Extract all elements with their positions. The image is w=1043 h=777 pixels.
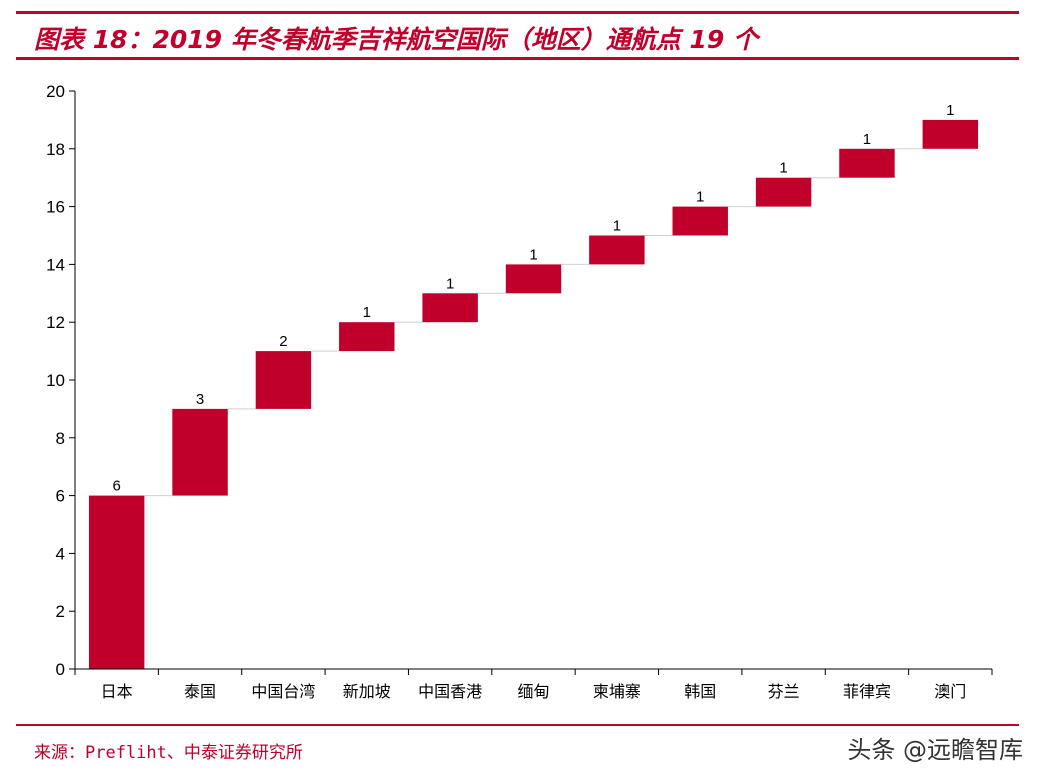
bar-9	[755, 177, 812, 207]
data-label: 1	[779, 160, 787, 177]
connector-lines	[144, 148, 923, 497]
x-tick-label: 新加坡	[343, 682, 391, 701]
bottom-rule	[16, 724, 1019, 726]
watermark: 头条 @远瞻智库	[847, 736, 1023, 764]
bar-10	[839, 148, 895, 178]
data-label: 2	[279, 333, 287, 350]
x-axis: 日本 泰国 中国台湾 新加坡 中国香港 缅甸 柬埔寨 韩国 芬兰 菲律宾 澳门	[74, 668, 993, 701]
data-label: 1	[696, 189, 704, 206]
bar-6	[505, 264, 562, 294]
x-tick-label: 韩国	[684, 682, 716, 701]
bars	[88, 119, 979, 669]
data-label: 1	[613, 218, 621, 235]
bar-1	[88, 495, 145, 669]
data-label: 1	[363, 304, 371, 321]
chart-title: 图表 18：2019 年冬春航季吉祥航空国际（地区）通航点 19 个	[34, 25, 758, 54]
x-tick-label: 中国香港	[418, 682, 482, 701]
x-tick-label: 芬兰	[768, 682, 800, 701]
x-tick-label: 缅甸	[517, 682, 549, 701]
y-tick-label: 12	[46, 313, 65, 332]
x-tick-label: 中国台湾	[251, 682, 315, 701]
data-label: 1	[863, 131, 871, 148]
data-label: 1	[946, 102, 954, 119]
y-tick-label: 20	[46, 82, 65, 101]
x-tick-label: 澳门	[934, 682, 966, 701]
bar-2	[172, 408, 228, 496]
data-label: 1	[529, 246, 537, 263]
x-tick-label: 日本	[101, 682, 133, 701]
top-rule	[16, 11, 1019, 14]
x-tick-label: 菲律宾	[843, 682, 891, 701]
bar-3	[255, 351, 312, 409]
y-tick-label: 18	[46, 140, 65, 159]
data-label: 3	[196, 391, 204, 408]
data-labels: 6 3 2 1 1 1 1 1 1 1 1	[113, 102, 955, 495]
data-label: 1	[446, 275, 454, 292]
bar-8	[672, 206, 728, 236]
y-tick-label: 14	[46, 255, 65, 274]
bar-4	[339, 322, 395, 352]
waterfall-chart: 0 2 4 6 8 10 12 14 16 18 20 6 3 2 1 1 1 1 1 1 1 1 日本 泰国 中国台湾 新加…	[46, 82, 993, 701]
bar-11	[922, 119, 979, 149]
y-tick-label: 6	[56, 487, 65, 506]
y-tick-label: 16	[46, 198, 65, 217]
source-note: 来源：Prefliht、中泰证券研究所	[34, 743, 303, 763]
y-tick-label: 4	[56, 544, 65, 563]
y-tick-label: 8	[56, 429, 65, 448]
data-label: 6	[113, 478, 121, 495]
title-rule	[16, 57, 1019, 60]
y-tick-label: 0	[56, 660, 65, 679]
bar-7	[589, 235, 645, 265]
y-tick-label: 10	[46, 371, 65, 390]
y-axis: 0 2 4 6 8 10 12 14 16 18 20	[46, 82, 76, 679]
x-tick-label: 泰国	[184, 682, 216, 701]
chart-area: 0 2 4 6 8 10 12 14 16 18 20 6 3 2 1 1 1 1 1 1 1 1 日本 泰国 中国台湾 新加…	[0, 60, 1043, 720]
x-tick-label: 柬埔寨	[593, 682, 641, 701]
bar-5	[422, 293, 478, 323]
y-tick-label: 2	[56, 602, 65, 621]
